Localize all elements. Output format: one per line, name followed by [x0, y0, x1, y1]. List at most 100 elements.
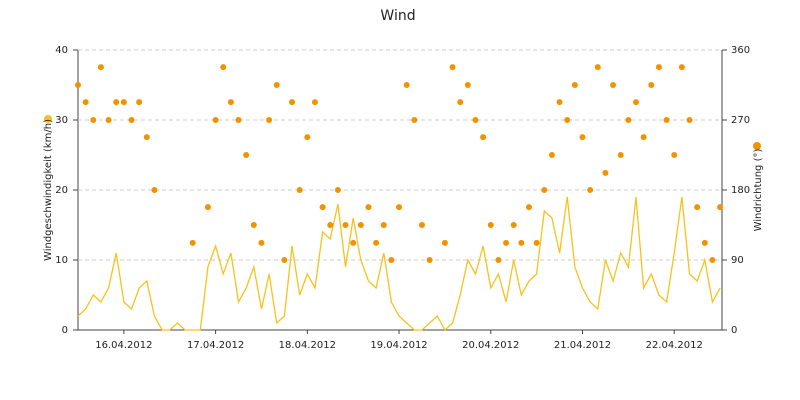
direction-point [319, 204, 326, 211]
x-tick-label: 22.04.2012 [646, 340, 703, 351]
x-tick-label: 21.04.2012 [554, 340, 611, 351]
direction-point [235, 117, 242, 123]
y-tick-label: 0 [62, 325, 68, 336]
direction-point [82, 99, 89, 106]
direction-point [533, 239, 540, 246]
y-tick-label: 30 [55, 115, 68, 126]
direction-point [143, 134, 150, 141]
direction-point [334, 187, 341, 193]
direction-point [151, 187, 158, 193]
direction-point [258, 239, 265, 246]
direction-point [510, 222, 517, 228]
direction-point [327, 222, 334, 228]
direction-point [396, 204, 403, 211]
direction-point [304, 134, 311, 141]
direction-point [342, 222, 349, 228]
direction-point [655, 64, 662, 71]
direction-point [266, 117, 273, 123]
direction-point [220, 64, 227, 71]
x-tick-label: 16.04.2012 [95, 340, 152, 351]
direction-point [136, 99, 143, 106]
legend-marker [753, 142, 761, 150]
direction-point [357, 222, 364, 228]
direction-point [281, 257, 288, 263]
direction-point [403, 82, 410, 88]
direction-point [120, 99, 127, 106]
x-tick-label: 20.04.2012 [462, 340, 519, 351]
direction-point [587, 187, 594, 193]
direction-point [380, 222, 387, 228]
y2-tick-label: 270 [731, 115, 750, 126]
direction-point [633, 99, 640, 106]
direction-point [617, 152, 624, 158]
direction-point [388, 257, 395, 263]
direction-point [648, 82, 655, 88]
direction-point [189, 239, 196, 246]
direction-point [212, 117, 219, 123]
direction-point [571, 82, 578, 88]
direction-point [579, 134, 586, 141]
speed-line [77, 196, 721, 332]
direction-point [594, 64, 601, 71]
direction-point [602, 169, 609, 176]
direction-point [503, 239, 510, 246]
direction-point [441, 239, 448, 246]
y-axis-label: Windgeschwindigkeit (km/h) [43, 119, 54, 261]
y2-tick-label: 360 [731, 45, 750, 56]
direction-point [518, 239, 525, 246]
direction-point [671, 152, 678, 158]
direction-point [694, 204, 701, 211]
chart-title: Wind [380, 8, 415, 24]
direction-point [289, 99, 296, 106]
direction-point [472, 117, 479, 123]
direction-point [373, 239, 380, 246]
legend-marker [44, 115, 52, 123]
direction-point [350, 239, 357, 246]
direction-point [457, 99, 464, 106]
x-tick-label: 19.04.2012 [370, 340, 427, 351]
direction-point [75, 82, 81, 88]
direction-point [480, 134, 487, 141]
direction-point [227, 99, 234, 106]
direction-point [449, 64, 456, 71]
direction-point [105, 117, 112, 123]
direction-point [90, 117, 97, 123]
y2-axis-label: Windrichtung (°) [753, 149, 764, 232]
y-tick-label: 10 [55, 255, 68, 266]
direction-point [525, 204, 532, 211]
y2-tick-label: 90 [731, 255, 744, 266]
direction-point [418, 222, 425, 228]
direction-point [243, 152, 250, 158]
direction-point [678, 64, 685, 71]
y-tick-label: 20 [55, 185, 68, 196]
direction-point [556, 99, 563, 106]
direction-point [625, 117, 632, 123]
direction-point [204, 204, 211, 211]
direction-point [273, 82, 280, 88]
direction-point [686, 117, 693, 123]
direction-point [128, 117, 135, 123]
direction-point [487, 222, 494, 228]
y2-tick-label: 180 [731, 185, 750, 196]
direction-point [113, 99, 120, 106]
direction-point [311, 99, 318, 106]
direction-point [250, 222, 257, 228]
x-tick-label: 18.04.2012 [279, 340, 336, 351]
y-tick-label: 40 [55, 45, 68, 56]
direction-point [640, 134, 647, 141]
direction-point [564, 117, 571, 123]
direction-point [365, 204, 372, 211]
direction-point [411, 117, 418, 123]
direction-point [701, 239, 708, 246]
direction-point [495, 257, 502, 263]
direction-point [426, 257, 433, 263]
direction-point [610, 82, 617, 88]
direction-point [296, 187, 303, 193]
direction-point [541, 187, 548, 193]
direction-point [709, 257, 716, 263]
direction-point [97, 64, 104, 71]
direction-point [548, 152, 555, 158]
direction-point [464, 82, 471, 88]
x-tick-label: 17.04.2012 [187, 340, 244, 351]
